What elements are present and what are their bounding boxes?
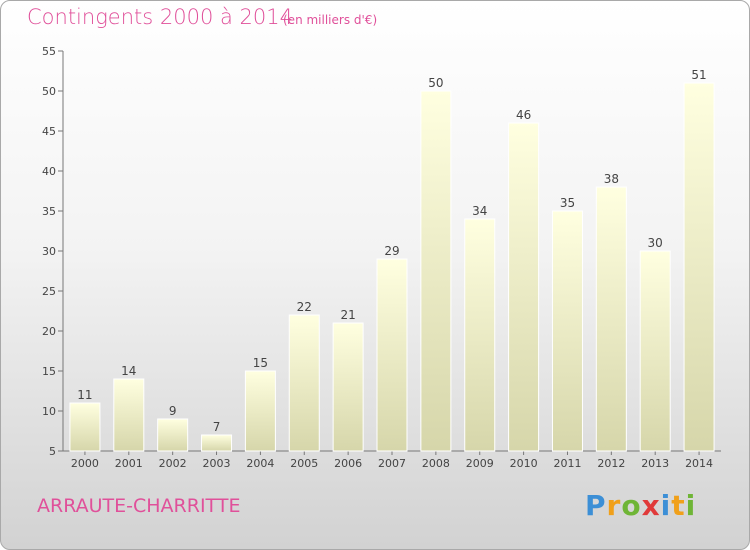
data-label: 21 (340, 308, 355, 322)
bar (683, 82, 715, 452)
x-tick-label: 2003 (203, 457, 231, 470)
data-label: 22 (297, 300, 312, 314)
data-label: 35 (560, 196, 575, 210)
data-label: 9 (169, 404, 177, 418)
chart-title: Contingents 2000 à 2014 (27, 5, 293, 29)
data-label: 38 (604, 172, 619, 186)
proxiti-logo: Proxiti (585, 489, 696, 522)
x-tick-label: 2013 (641, 457, 669, 470)
chart-subtitle: (en milliers d'€) (283, 13, 378, 27)
bar (288, 314, 320, 452)
bar (69, 402, 101, 452)
x-tick-label: 2002 (159, 457, 187, 470)
y-tick-label: 35 (42, 205, 56, 218)
y-tick-label: 40 (42, 165, 56, 178)
y-tick-label: 20 (42, 325, 56, 338)
x-tick-label: 2009 (466, 457, 494, 470)
x-tick-label: 2005 (290, 457, 318, 470)
y-tick-label: 30 (42, 245, 56, 258)
y-tick-label: 45 (42, 125, 56, 138)
x-tick-label: 2000 (71, 457, 99, 470)
x-tick-label: 2007 (378, 457, 406, 470)
x-tick-label: 2006 (334, 457, 362, 470)
x-tick-label: 2010 (510, 457, 538, 470)
data-label: 11 (77, 388, 92, 402)
logo-letter: r (606, 489, 622, 522)
bar (201, 434, 233, 452)
y-tick-label: 5 (49, 445, 56, 458)
bar (420, 90, 452, 452)
y-tick-label: 10 (42, 405, 56, 418)
bar (376, 258, 408, 452)
bar (244, 370, 276, 452)
bar (551, 210, 583, 452)
chart-labels: 11 14 9 7 15 22 21 29 50 34 46 35 38 30 51 (77, 68, 706, 434)
data-label: 29 (384, 244, 399, 258)
x-tick-label: 2011 (553, 457, 581, 470)
x-tick-label: 2012 (597, 457, 625, 470)
x-tick-label: 2004 (246, 457, 274, 470)
y-tick-label: 50 (42, 85, 56, 98)
logo-letter: x (641, 489, 661, 522)
y-tick-label: 25 (42, 285, 56, 298)
logo-letter: P (585, 489, 607, 522)
y-tick-label: 15 (42, 365, 56, 378)
x-tick-label: 2008 (422, 457, 450, 470)
logo-letter: t (671, 489, 686, 522)
data-label: 34 (472, 204, 487, 218)
chart-axes: 5 10 15 20 25 30 35 40 45 50 55 2000 2001 2002 2003 200… (42, 45, 721, 470)
data-label: 7 (213, 420, 221, 434)
commune-name: ARRAUTE-CHARRITTE (37, 495, 241, 517)
data-label: 46 (516, 108, 531, 122)
logo-letter: i (660, 489, 672, 522)
logo-letter: i (685, 489, 697, 522)
x-tick-label: 2014 (685, 457, 713, 470)
y-tick-label: 55 (42, 45, 56, 58)
chart-bars (69, 82, 715, 452)
x-tick-label: 2001 (115, 457, 143, 470)
data-label: 50 (428, 76, 443, 90)
data-label: 14 (121, 364, 136, 378)
data-label: 15 (253, 356, 268, 370)
bar (157, 418, 189, 452)
bar (332, 322, 364, 452)
logo-letter: o (621, 489, 642, 522)
bar (113, 378, 145, 452)
bar (595, 186, 627, 452)
bar (508, 122, 540, 452)
bar (639, 250, 671, 452)
bar (464, 218, 496, 452)
data-label: 30 (648, 236, 663, 250)
data-label: 51 (691, 68, 706, 82)
